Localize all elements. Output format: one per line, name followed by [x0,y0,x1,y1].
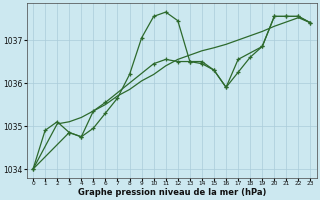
X-axis label: Graphe pression niveau de la mer (hPa): Graphe pression niveau de la mer (hPa) [77,188,266,197]
